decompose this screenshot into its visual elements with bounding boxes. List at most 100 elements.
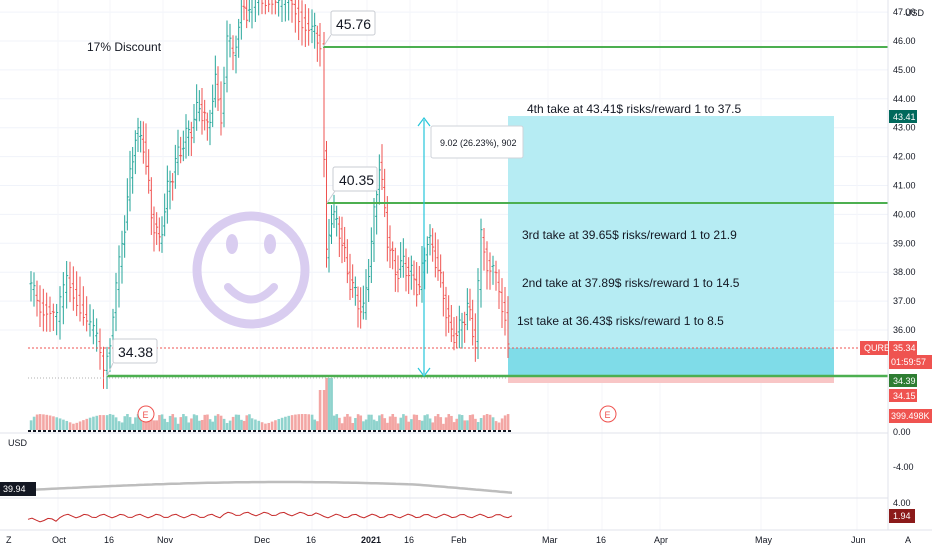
- price-bar: [155, 212, 159, 245]
- price-bar: [457, 305, 461, 349]
- price-bar: [318, 23, 322, 67]
- volume-bar: [179, 417, 183, 430]
- volume-bar: [228, 420, 232, 430]
- price-bar: [375, 183, 379, 235]
- price-bar: [247, 0, 251, 23]
- volume-bar: [500, 418, 504, 430]
- price-bar: [228, 23, 232, 58]
- price-bar: [330, 205, 333, 245]
- time-tick-label: Nov: [157, 535, 174, 545]
- price-bar: [131, 147, 135, 194]
- volume-bar: [482, 415, 486, 430]
- price-bar: [234, 35, 238, 74]
- price-bar: [283, 0, 286, 22]
- price-bar: [222, 66, 226, 128]
- price-bar: [141, 121, 145, 164]
- volume-bar: [134, 417, 137, 430]
- volume-bar: [85, 418, 89, 430]
- auto-scale-button[interactable]: A: [905, 535, 911, 545]
- osc-value-tag: 1.94: [889, 509, 915, 523]
- volume-bar: [479, 418, 483, 430]
- price-bar: [485, 241, 489, 290]
- price-bar: [449, 305, 453, 343]
- price-tick-label: 38.00: [893, 267, 916, 277]
- volume-bar: [131, 423, 135, 430]
- time-tick-label: 16: [596, 535, 606, 545]
- volume-bar: [248, 414, 251, 430]
- volume-bar: [455, 418, 459, 430]
- svg-text:E: E: [143, 410, 149, 420]
- volume-bar: [476, 422, 480, 430]
- volume-bar: [491, 417, 495, 430]
- volume-bar: [147, 414, 151, 430]
- lower-pane-unit: USD: [8, 438, 28, 448]
- price-bar: [383, 168, 387, 218]
- price-bar: [38, 285, 42, 328]
- price-bar: [491, 255, 495, 285]
- moving-average-line: [27, 480, 513, 494]
- volume-bar: [428, 418, 432, 430]
- price-bar: [58, 286, 62, 340]
- volume-bar: [158, 415, 161, 430]
- earnings-event-2[interactable]: E: [599, 405, 617, 423]
- measure-tool[interactable]: 9.02 (26.23%), 902: [417, 117, 524, 377]
- symbol-tag[interactable]: QURE: [860, 341, 890, 355]
- volume-bar: [171, 414, 175, 430]
- volume-bar: [434, 416, 437, 430]
- svg-text:01:59:57: 01:59:57: [891, 357, 926, 367]
- volume-bar: [174, 417, 177, 430]
- lower-tick-1: -4.00: [893, 462, 914, 472]
- price-bar: [197, 90, 201, 122]
- price-tick-label: 36.00: [893, 325, 916, 335]
- price-bar: [171, 173, 175, 201]
- volume-bar: [117, 421, 121, 430]
- volume-bar: [245, 415, 249, 430]
- volume-bar: [184, 416, 188, 430]
- volume-bar: [407, 421, 411, 430]
- svg-text:34.39: 34.39: [893, 376, 916, 386]
- volume-bar: [190, 418, 193, 430]
- price-bar: [239, 0, 242, 40]
- volume-bar: [72, 423, 75, 430]
- volume-bar: [105, 415, 109, 430]
- volume-bar: [304, 414, 307, 430]
- volume-bar: [380, 414, 384, 430]
- discount-note: 17% Discount: [87, 40, 162, 54]
- price-tick-label: 42.00: [893, 152, 916, 162]
- price-bar: [211, 84, 215, 128]
- volume-bar: [128, 417, 132, 430]
- price-bar: [105, 346, 109, 390]
- volume-bar: [234, 414, 238, 430]
- price-bar: [297, 0, 301, 41]
- volume-bar: [150, 415, 153, 430]
- volume-bar: [98, 415, 102, 430]
- support-tag: 34.39: [889, 374, 917, 387]
- price-bar: [216, 66, 220, 111]
- price-bar: [136, 117, 140, 152]
- volume-bar: [351, 423, 355, 430]
- volume-bar: [354, 418, 357, 430]
- volume-bar: [474, 418, 477, 430]
- volume-bar: [222, 418, 226, 430]
- time-tick-label: Oct: [52, 535, 67, 545]
- price-tick-label: 46.00: [893, 36, 916, 46]
- smiley-face-icon: [192, 211, 310, 329]
- timezone-button[interactable]: Z: [6, 535, 12, 545]
- volume-bar: [364, 419, 368, 430]
- volume-bar: [206, 414, 209, 430]
- volume-bar: [442, 423, 445, 430]
- volume-bar: [415, 414, 419, 430]
- volume-bar: [423, 415, 427, 430]
- price-bar: [425, 236, 429, 274]
- time-tick-label: 2021: [361, 535, 381, 545]
- price-bar: [348, 253, 352, 300]
- price-bar: [48, 296, 52, 332]
- volume-bar: [322, 390, 326, 430]
- volume-bar: [318, 390, 322, 430]
- price-bar: [147, 149, 151, 194]
- volume-bar: [290, 415, 294, 430]
- volume-bar: [375, 421, 379, 430]
- earnings-event-1[interactable]: E: [137, 405, 155, 423]
- volume-bar: [383, 418, 387, 430]
